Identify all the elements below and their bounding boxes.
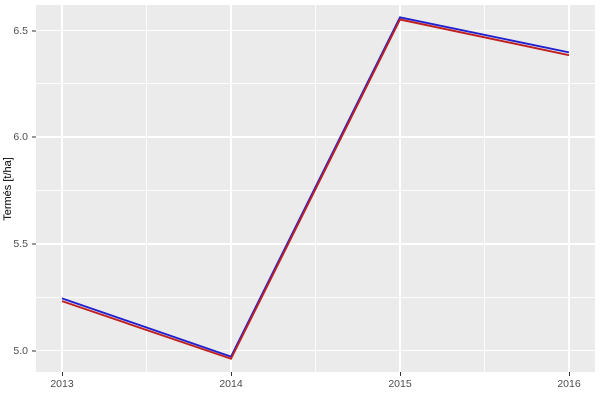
series-lines — [61, 16, 570, 360]
x-tick-mark — [569, 372, 570, 376]
y-tick-mark — [32, 30, 36, 32]
x-tick-label: 2016 — [557, 378, 581, 390]
gridline-major-horizontal — [36, 243, 595, 245]
line-series-red-series — [61, 18, 570, 360]
x-axis-tick-labels: 2013 2014 2015 2016 — [36, 372, 595, 400]
gridline-minor-vertical — [146, 5, 147, 372]
y-tick-label: 5.5 — [13, 237, 28, 250]
gridline-major-horizontal — [36, 29, 595, 32]
gridline-major-horizontal — [36, 136, 595, 139]
gridline-major-vertical — [399, 5, 401, 372]
y-tick-label: 5.0 — [13, 344, 28, 357]
gridline-major-vertical — [61, 5, 63, 372]
gridline-major-horizontal — [36, 349, 595, 352]
x-tick-mark — [231, 372, 232, 376]
x-tick-mark — [400, 372, 401, 376]
x-tick-label: 2015 — [388, 378, 412, 390]
x-tick-mark — [62, 372, 63, 376]
y-tick-mark — [32, 136, 36, 138]
y-tick-label: 6.5 — [13, 24, 28, 37]
plot-panel — [36, 5, 595, 372]
y-tick-mark — [32, 243, 36, 245]
gridline-major-vertical — [230, 5, 232, 372]
x-tick-label: 2014 — [219, 378, 243, 390]
y-tick-mark — [32, 350, 36, 352]
y-tick-label: 6.0 — [13, 131, 28, 144]
gridline-minor-vertical — [484, 5, 485, 372]
gridline-major-vertical — [568, 5, 570, 372]
x-tick-label: 2013 — [50, 378, 74, 390]
y-axis-tick-labels: 5.0 5.5 6.0 6.5 — [0, 0, 36, 377]
